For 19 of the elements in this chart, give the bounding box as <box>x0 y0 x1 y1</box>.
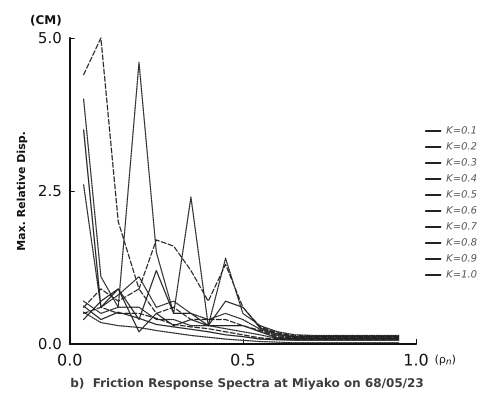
legend-label: K=0.2 <box>446 142 478 152</box>
text: (CM) <box>30 13 62 27</box>
legend-label: K=0.3 <box>446 158 478 168</box>
y-tick-label: 5.0 <box>38 29 62 47</box>
legend-label: K=0.1 <box>446 126 478 136</box>
x-tick-label: 0.5 <box>230 350 256 370</box>
x-tick-label: 1.0 <box>403 350 429 370</box>
legend-label: K=0.7 <box>446 222 478 232</box>
y-tick-label: 2.5 <box>38 182 62 200</box>
legend-label: K=1.0 <box>446 270 478 280</box>
x-tick-label: 0.0 <box>57 350 82 370</box>
y-axis-title: Max. Relative Disp. <box>15 131 28 251</box>
legend-label: K=0.8 <box>446 238 478 248</box>
legend-label: K=0.9 <box>446 254 478 264</box>
legend-label: K=0.5 <box>446 190 478 200</box>
text: b) Friction Response Spectra at Miyako on 68/05/23 <box>70 376 424 390</box>
legend-label: K=0.6 <box>446 206 478 216</box>
y-tick-label: 0.0 <box>38 335 62 353</box>
legend-label: K=0.4 <box>446 174 478 184</box>
